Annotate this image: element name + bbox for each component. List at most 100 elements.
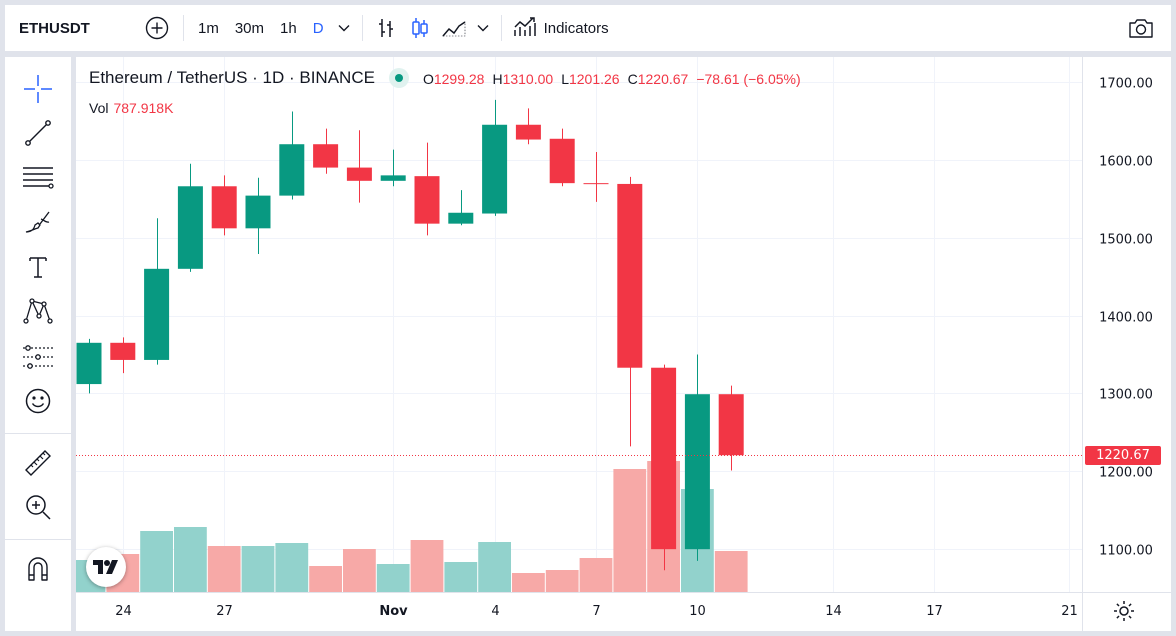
chevron-down-icon bbox=[477, 25, 489, 32]
time-axis-label: 4 bbox=[491, 604, 499, 619]
crosshair-tool[interactable] bbox=[18, 69, 58, 109]
candle-body bbox=[414, 176, 440, 224]
pattern-icon bbox=[23, 298, 53, 324]
bar-chart-icon bbox=[378, 19, 393, 37]
indicators-button[interactable]: Indicators bbox=[508, 12, 613, 44]
candle-body bbox=[684, 394, 710, 550]
text-tool[interactable] bbox=[18, 247, 58, 287]
candle-body bbox=[583, 183, 609, 185]
drawing-toolbar bbox=[5, 57, 71, 631]
plus-circle-icon bbox=[145, 16, 169, 40]
volume-bar bbox=[444, 562, 478, 592]
volume-bar bbox=[174, 527, 207, 592]
volume-bar bbox=[343, 549, 376, 592]
indicators-label: Indicators bbox=[543, 19, 609, 37]
zoom-tool[interactable] bbox=[18, 487, 58, 527]
forecast-tool[interactable] bbox=[18, 337, 58, 377]
candle-body bbox=[651, 367, 677, 550]
separator bbox=[5, 539, 71, 540]
chevron-down-icon bbox=[338, 25, 350, 32]
candle-body bbox=[110, 342, 136, 360]
low-value: 1201.26 bbox=[568, 70, 620, 87]
price-axis-label: 1700.00 bbox=[1099, 77, 1153, 92]
emoji-icon bbox=[25, 388, 51, 414]
low-label: L bbox=[561, 70, 569, 87]
interval-d[interactable]: D bbox=[312, 19, 324, 37]
interval-1h[interactable]: 1h bbox=[280, 19, 297, 37]
bars-style-button[interactable] bbox=[369, 12, 403, 44]
candle-body bbox=[211, 186, 237, 229]
time-axis-label: 27 bbox=[216, 604, 233, 619]
fib-tool[interactable] bbox=[18, 157, 58, 197]
trend-line-icon bbox=[25, 120, 51, 146]
price-axis-label: 1300.00 bbox=[1099, 388, 1153, 403]
trend-line-tool[interactable] bbox=[18, 113, 58, 153]
separator bbox=[183, 15, 184, 41]
interval-dropdown[interactable] bbox=[332, 12, 356, 44]
volume-bar bbox=[545, 570, 579, 592]
symbol-search[interactable]: ETHUSDT bbox=[19, 19, 90, 37]
candles-icon bbox=[411, 18, 428, 38]
interval-30m[interactable]: 30m bbox=[234, 19, 265, 37]
candle-body bbox=[313, 144, 339, 168]
open-value: 1299.28 bbox=[433, 70, 485, 87]
candle-body bbox=[617, 183, 643, 368]
emoji-tool[interactable] bbox=[18, 381, 58, 421]
compare-button[interactable] bbox=[137, 12, 177, 44]
volume-label: Vol bbox=[89, 100, 109, 116]
market-status-icon bbox=[388, 68, 409, 88]
area-style-button[interactable] bbox=[437, 12, 471, 44]
measure-tool[interactable] bbox=[18, 443, 58, 483]
price-axis-label: 1600.00 bbox=[1099, 155, 1153, 170]
candle-body bbox=[515, 124, 541, 140]
snapshot-button[interactable] bbox=[1121, 12, 1161, 44]
chart-legend: Ethereum / TetherUS · 1D · BINANCE O1299… bbox=[89, 68, 801, 88]
tradingview-logo[interactable] bbox=[86, 547, 126, 587]
area-chart-icon bbox=[441, 21, 465, 37]
separator bbox=[361, 15, 363, 41]
fib-lines-icon bbox=[23, 167, 54, 189]
time-axis-label: 17 bbox=[926, 604, 943, 619]
gear-icon bbox=[1114, 601, 1134, 621]
volume-bar bbox=[140, 531, 173, 592]
candle-body bbox=[380, 175, 406, 181]
magnet-tool[interactable] bbox=[18, 549, 58, 589]
time-axis-label: Nov bbox=[379, 604, 408, 619]
price-axis-label: 1100.00 bbox=[1099, 544, 1153, 559]
time-axis-label: 10 bbox=[689, 604, 706, 619]
volume-bar bbox=[478, 542, 511, 592]
pattern-tool[interactable] bbox=[18, 291, 58, 331]
volume-bar bbox=[275, 543, 309, 592]
tradingview-logo-icon bbox=[93, 560, 118, 574]
ruler-icon bbox=[25, 450, 51, 476]
symbol-title[interactable]: Ethereum / TetherUS · 1D · BINANCE bbox=[89, 68, 375, 87]
price-axis-label: 1200.00 bbox=[1099, 466, 1153, 481]
interval-1m[interactable]: 1m bbox=[198, 19, 219, 37]
chart-settings-button[interactable] bbox=[1113, 600, 1135, 622]
candle-body bbox=[144, 268, 170, 360]
close-value: 1220.67 bbox=[637, 70, 689, 87]
time-axis-label: 21 bbox=[1061, 604, 1078, 619]
candle-body bbox=[245, 195, 271, 229]
change-value: −78.61 (−6.05%) bbox=[696, 70, 801, 87]
brush-tool[interactable] bbox=[18, 203, 58, 243]
candle-body bbox=[718, 394, 744, 456]
price-chart[interactable]: 1700.00 1600.00 1500.00 1400.00 1300.00 1200.… bbox=[76, 57, 1171, 631]
volume-bar bbox=[714, 551, 748, 592]
camera-icon bbox=[1129, 19, 1153, 38]
last-price-tag: 1220.67 bbox=[1085, 446, 1161, 465]
volume-legend: Vol 787.918K bbox=[89, 100, 173, 116]
chart-style-dropdown[interactable] bbox=[471, 12, 495, 44]
candle-body bbox=[346, 167, 372, 181]
volume-bar bbox=[207, 546, 241, 592]
crosshair-icon bbox=[24, 75, 52, 103]
price-axis-label: 1400.00 bbox=[1099, 311, 1153, 326]
volume-bar bbox=[241, 546, 275, 592]
volume-bar bbox=[613, 469, 647, 592]
chart-pane[interactable]: 1700.00 1600.00 1500.00 1400.00 1300.00 1200.… bbox=[76, 57, 1171, 631]
separator bbox=[5, 433, 71, 434]
candle-body bbox=[76, 342, 102, 385]
high-value: 1310.00 bbox=[502, 70, 554, 87]
candles-style-button[interactable] bbox=[403, 12, 437, 44]
ohlc-values: O1299.28 H1310.00 L1201.26 C1220.67 −78.… bbox=[423, 71, 801, 87]
